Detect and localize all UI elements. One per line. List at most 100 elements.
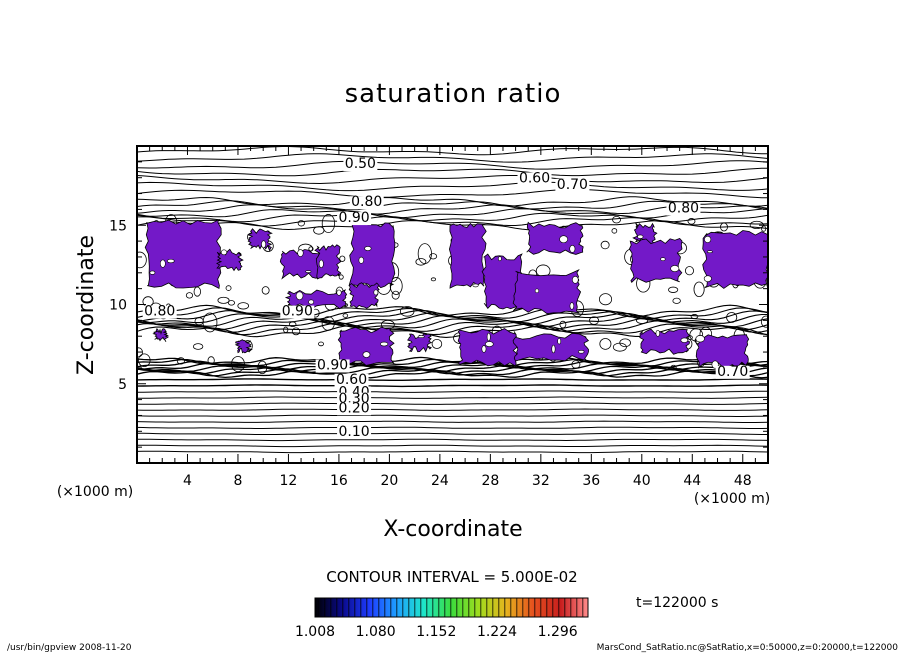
contour-line bbox=[137, 307, 768, 321]
contour-blob bbox=[668, 286, 679, 293]
contour-blob bbox=[176, 357, 185, 365]
y-tick-label: 5 bbox=[118, 377, 127, 393]
contour-blob bbox=[297, 220, 305, 227]
contour-blob bbox=[726, 312, 738, 323]
contour-blob bbox=[612, 215, 621, 224]
colorbar-label: 1.152 bbox=[416, 624, 456, 640]
region-hole bbox=[557, 338, 562, 345]
contour-label: 0.90 bbox=[282, 304, 313, 320]
region-hole bbox=[318, 259, 324, 269]
contour-line bbox=[137, 420, 768, 423]
x-tick-label: 20 bbox=[380, 473, 398, 489]
region-hole bbox=[571, 275, 579, 284]
contour-blob bbox=[761, 225, 767, 232]
contour-line bbox=[137, 408, 768, 411]
contour-blob bbox=[389, 277, 403, 295]
region-hole bbox=[660, 257, 666, 262]
x-tick-label: 48 bbox=[734, 473, 752, 489]
contour-label-bg bbox=[315, 359, 350, 373]
region-hole bbox=[166, 258, 175, 264]
region-hole bbox=[305, 270, 312, 273]
supersaturated-region bbox=[512, 332, 590, 362]
colorbar-label: 1.080 bbox=[356, 624, 396, 640]
contour-blob bbox=[391, 290, 400, 300]
region-hole bbox=[261, 240, 266, 249]
colorbar-stripes bbox=[315, 598, 588, 617]
x-tick-label: 16 bbox=[330, 473, 348, 489]
contour-line bbox=[137, 438, 768, 442]
region-hole bbox=[703, 275, 712, 282]
x-tick-label: 24 bbox=[431, 473, 449, 489]
contour-blob bbox=[137, 347, 143, 358]
colorbar-labels: 1.008 1.080 1.152 1.224 1.296 bbox=[295, 624, 578, 640]
y-tick-label: 10 bbox=[109, 298, 127, 314]
region-hole bbox=[695, 335, 705, 343]
contour-label: 0.80 bbox=[144, 304, 175, 320]
region-hole bbox=[578, 350, 585, 354]
contour-blob bbox=[339, 255, 346, 262]
region-hole bbox=[220, 249, 228, 256]
contour-line bbox=[137, 384, 768, 388]
contour-label: 0.20 bbox=[338, 400, 369, 416]
contour-blob bbox=[291, 327, 301, 336]
contour-blob bbox=[417, 243, 432, 264]
supersaturated-region bbox=[407, 333, 433, 353]
contour-blob bbox=[672, 297, 681, 304]
contour-line bbox=[137, 414, 768, 417]
x-tick-label: 32 bbox=[532, 473, 550, 489]
contour-line bbox=[137, 370, 768, 379]
contour-line bbox=[137, 153, 768, 163]
contour-blob bbox=[415, 258, 427, 266]
x-tick-label: 40 bbox=[633, 473, 651, 489]
contour-line bbox=[137, 196, 768, 207]
region-hole bbox=[569, 245, 576, 253]
contour-blob bbox=[690, 314, 699, 320]
contour-blob bbox=[429, 253, 438, 260]
supersaturated-region bbox=[314, 244, 342, 280]
region-hole bbox=[498, 256, 502, 262]
contour-blob bbox=[257, 360, 268, 375]
contour-label: 0.80 bbox=[351, 194, 382, 210]
contour-blob bbox=[720, 222, 728, 232]
contour-label: 0.70 bbox=[717, 364, 748, 380]
contour-line bbox=[137, 175, 768, 185]
supersaturated-region bbox=[702, 230, 768, 289]
x-tick-label: 8 bbox=[233, 473, 242, 489]
region-hole bbox=[358, 256, 364, 264]
region-hole bbox=[297, 249, 304, 257]
contour-blob bbox=[342, 313, 349, 318]
y-axis-ticks: 5 10 15 bbox=[109, 161, 768, 448]
contour-label-bg bbox=[517, 172, 552, 186]
region-hole bbox=[486, 332, 491, 342]
contour-blob bbox=[687, 218, 696, 225]
contour-blob bbox=[338, 274, 344, 280]
contour-line bbox=[137, 390, 768, 393]
x-axis-label: X-coordinate bbox=[383, 517, 522, 542]
supersaturated-region bbox=[448, 222, 487, 289]
contour-line bbox=[137, 322, 768, 336]
contour-line bbox=[137, 364, 768, 373]
region-hole bbox=[308, 299, 315, 305]
contour-blob bbox=[308, 246, 314, 252]
contour-blob bbox=[598, 293, 613, 306]
supersaturated-region bbox=[639, 328, 691, 355]
region-hole bbox=[706, 250, 713, 254]
region-hole bbox=[472, 283, 479, 288]
supersaturated-region bbox=[526, 221, 584, 255]
contour-blob bbox=[227, 300, 235, 306]
contour-blob bbox=[399, 306, 415, 317]
supersaturated-region bbox=[348, 282, 380, 309]
region-hole bbox=[637, 234, 644, 239]
contour-line bbox=[137, 402, 768, 405]
chart-title: saturation ratio bbox=[345, 79, 562, 109]
region-hole bbox=[295, 291, 304, 301]
contour-blob bbox=[636, 317, 649, 324]
region-hole bbox=[704, 235, 712, 243]
contour-label: 0.90 bbox=[338, 210, 369, 226]
x-tick-label: 12 bbox=[280, 473, 298, 489]
contour-line bbox=[137, 432, 768, 435]
supersaturated-region bbox=[512, 269, 582, 315]
x-tick-label: 36 bbox=[582, 473, 600, 489]
contour-label-bg bbox=[555, 178, 590, 192]
supersaturated-region bbox=[457, 328, 518, 367]
